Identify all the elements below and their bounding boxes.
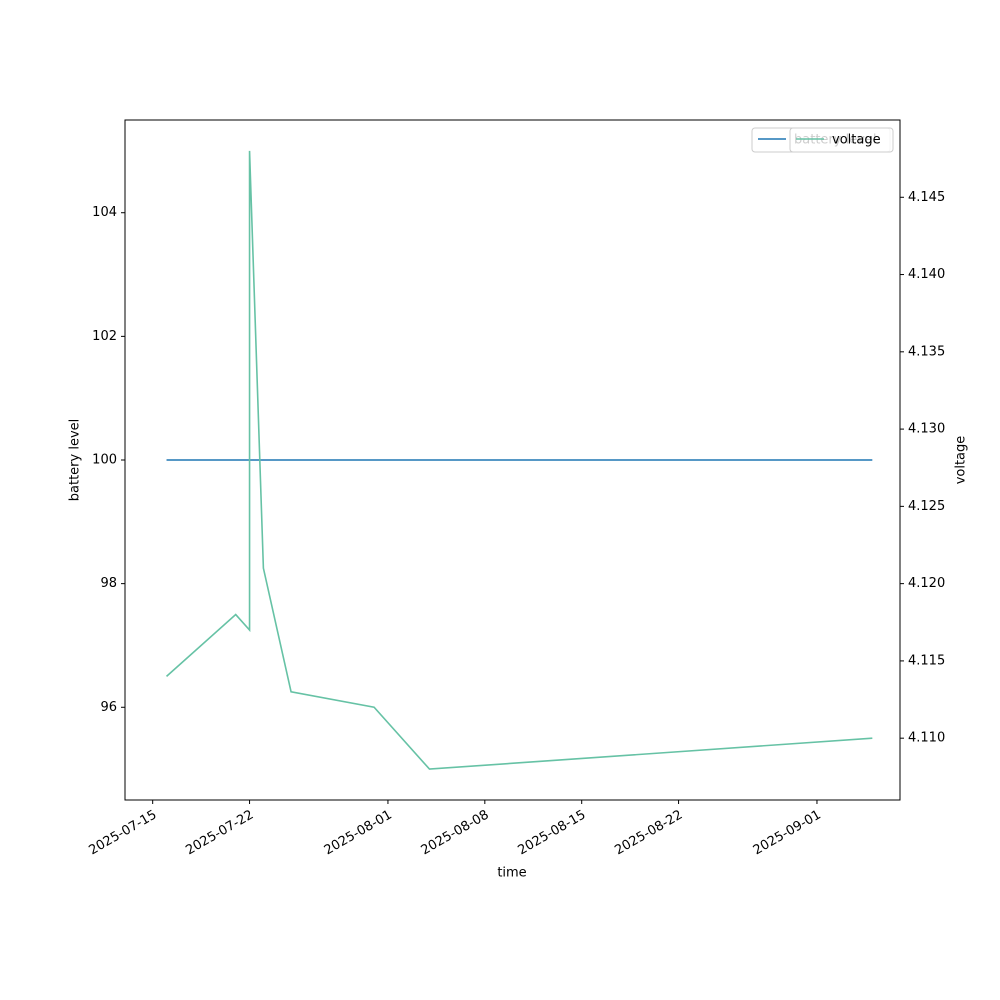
y2-tick-label: 4.115 [908, 653, 945, 668]
y2-tick-label: 4.135 [908, 344, 945, 359]
y-tick-label: 98 [100, 576, 117, 591]
data-line [165, 150, 873, 770]
x-tick-label: 2025-07-15 [86, 808, 159, 859]
x-tick-label: 2025-09-01 [751, 808, 824, 859]
y-axis-label: battery level [68, 419, 83, 502]
y2-axis-label: voltage [954, 436, 969, 485]
y-tick-label: 102 [92, 329, 117, 344]
x-tick-label: 2025-08-22 [612, 808, 685, 859]
x-tick-label: 2025-08-01 [322, 808, 395, 859]
y2-tick-label: 4.125 [908, 499, 945, 514]
x-tick-label: 2025-07-22 [183, 808, 256, 859]
y-tick-label: 100 [92, 453, 117, 468]
x-axis-label: time [497, 866, 526, 881]
y-tick-label: 96 [100, 700, 117, 715]
y2-tick-label: 4.145 [908, 190, 945, 205]
y-tick-label: 104 [92, 205, 117, 220]
y2-tick-label: 4.120 [908, 576, 945, 591]
legend-box [789, 127, 894, 153]
y2-tick-label: 4.140 [908, 267, 945, 282]
y2-tick-label: 4.130 [908, 422, 945, 437]
legend-label: voltage [832, 133, 881, 148]
y2-tick-label: 4.110 [908, 731, 945, 746]
x-tick-label: 2025-08-08 [419, 808, 492, 859]
x-tick-label: 2025-08-15 [516, 808, 589, 859]
